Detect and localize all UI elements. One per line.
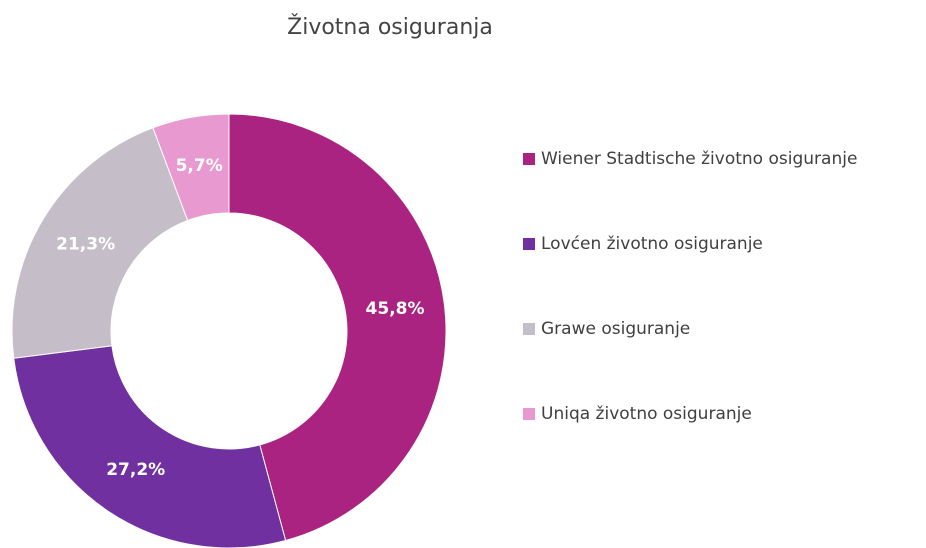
donut-slice xyxy=(152,113,230,222)
legend-swatch xyxy=(523,323,535,335)
chart-title: Životna osiguranja xyxy=(287,14,493,40)
legend-swatch xyxy=(523,153,535,165)
value-label: 5,7% xyxy=(176,156,223,176)
legend-swatch xyxy=(523,238,535,250)
legend-text: Wiener Stadtische životno osiguranje xyxy=(541,149,857,169)
donut-slice xyxy=(11,127,189,359)
legend-text: Uniqa životno osiguranje xyxy=(541,404,752,424)
legend-text: Grawe osiguranje xyxy=(541,319,690,339)
donut-slice xyxy=(228,113,447,542)
value-label: 45,8% xyxy=(366,299,425,319)
value-label: 27,2% xyxy=(106,460,165,480)
value-label: 21,3% xyxy=(56,234,115,254)
donut-slice xyxy=(13,345,287,548)
legend-text: Lovćen životno osiguranje xyxy=(541,234,763,254)
legend-swatch xyxy=(523,408,535,420)
